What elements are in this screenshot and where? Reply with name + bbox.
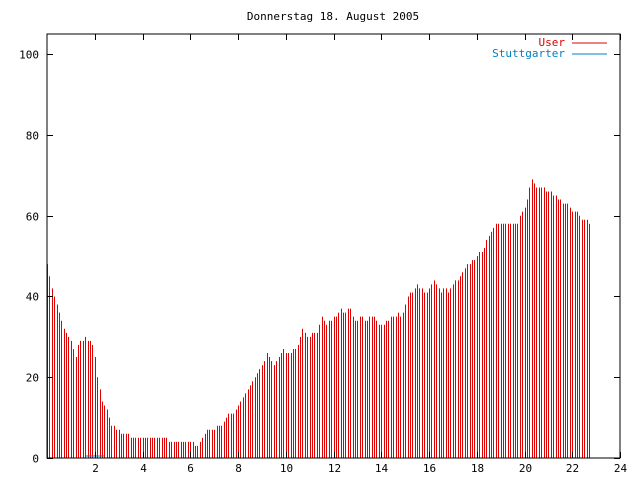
bars-layer — [47, 179, 590, 458]
y-tick-label: 40 — [26, 291, 39, 304]
x-tick-label: 24 — [614, 462, 628, 475]
y-tick-label: 100 — [19, 49, 39, 62]
chart-title: Donnerstag 18. August 2005 — [247, 10, 419, 23]
plot-frame — [46, 33, 621, 459]
y-tick-label: 60 — [26, 211, 39, 224]
x-tick-label: 14 — [375, 462, 389, 475]
x-tick-label: 10 — [280, 462, 293, 475]
legend-label-stuttgarter: Stuttgarter — [492, 47, 565, 60]
y-axis: 0 20 40 60 80 100 — [19, 49, 620, 466]
legend: User Stuttgarter — [492, 36, 607, 60]
x-tick-label: 2 — [92, 462, 99, 475]
x-tick-label: 12 — [328, 462, 341, 475]
x-tick-label: 22 — [566, 462, 579, 475]
x-tick-label: 18 — [471, 462, 484, 475]
y-tick-label: 20 — [26, 372, 39, 385]
legend-label-user: User — [539, 36, 566, 49]
x-tick-label: 16 — [423, 462, 436, 475]
y-tick-label: 0 — [32, 453, 39, 466]
x-tick-label: 20 — [519, 462, 532, 475]
y-tick-label: 80 — [26, 130, 39, 143]
x-tick-label: 6 — [187, 462, 194, 475]
x-tick-label: 8 — [235, 462, 242, 475]
x-tick-label: 4 — [140, 462, 147, 475]
x-axis: 2 4 6 8 10 12 14 16 18 20 22 24 — [92, 34, 627, 475]
